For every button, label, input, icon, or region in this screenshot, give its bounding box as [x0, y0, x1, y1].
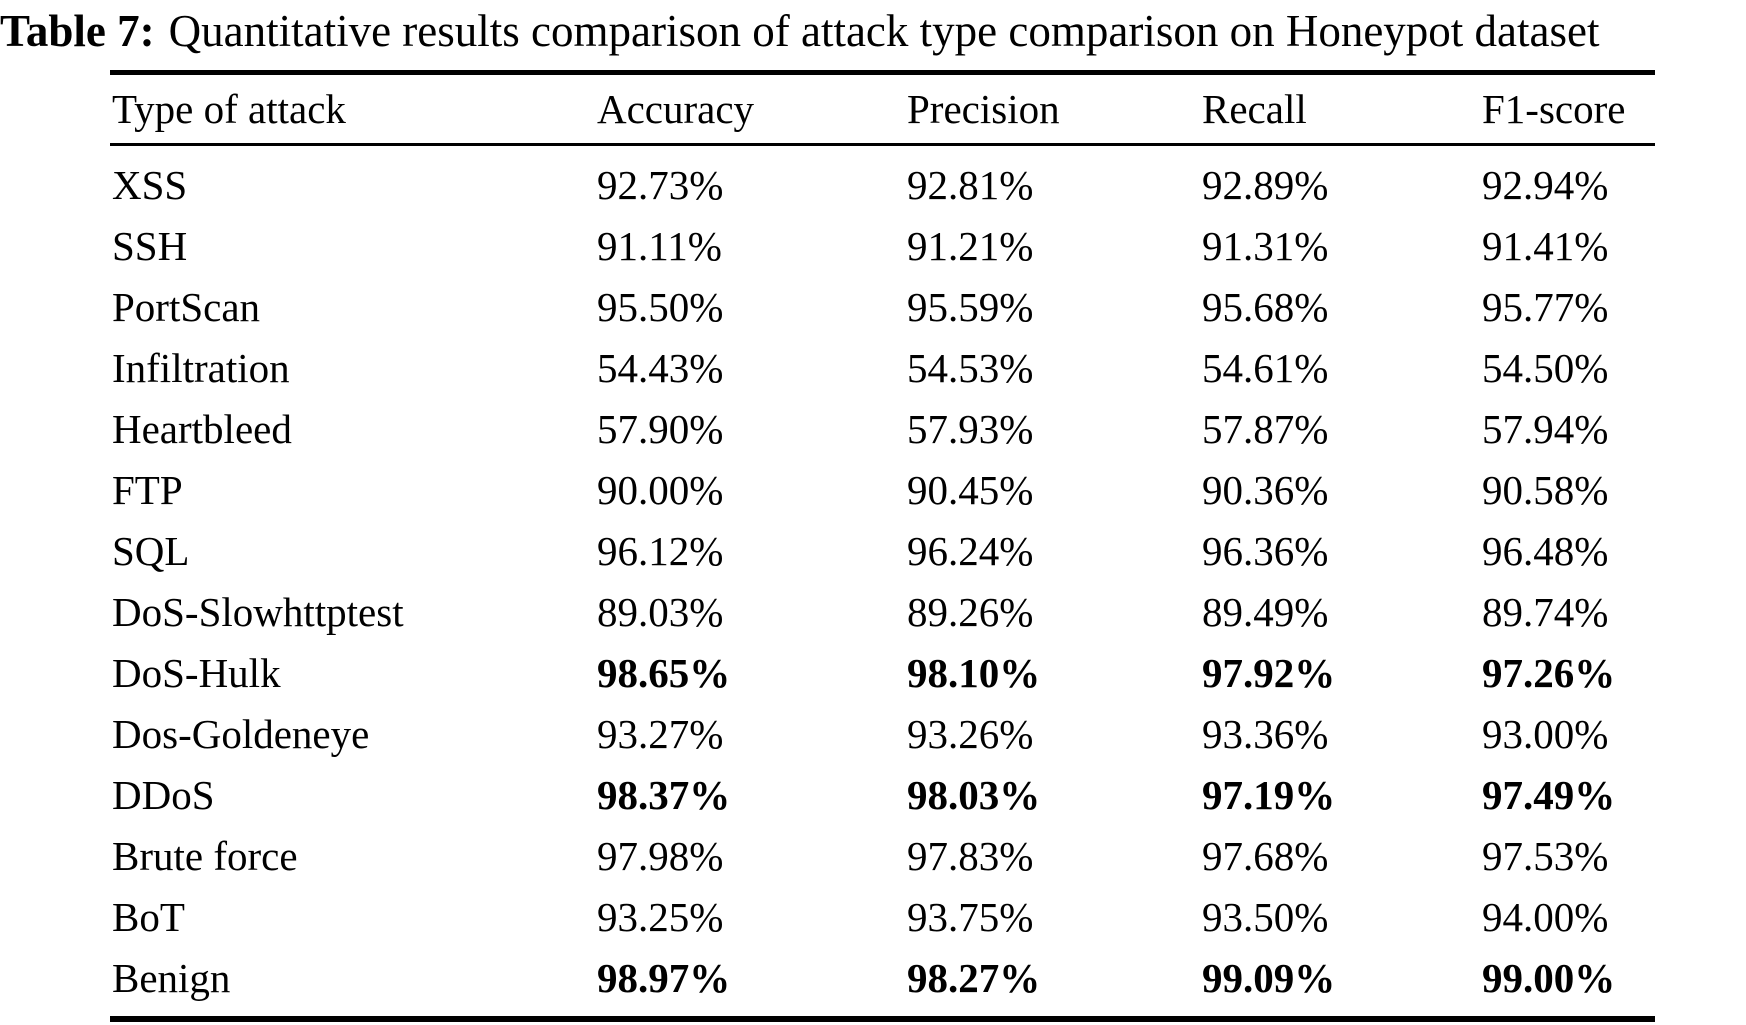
attack-type-cell: DoS-Hulk: [112, 649, 281, 696]
col-header-f1-score: F1-score: [1480, 70, 1655, 146]
metric-value-cell: 57.93%: [907, 405, 1034, 452]
metric-value-cell: 97.83%: [907, 832, 1034, 879]
metric-value-cell: 90.45%: [907, 466, 1034, 513]
metric-value-cell: 54.50%: [1482, 344, 1609, 391]
metric-value-cell: 89.74%: [1482, 588, 1609, 635]
table-row: XSS 92.73% 92.81% 92.89% 92.94%: [110, 145, 1655, 216]
col-header-recall: Recall: [1200, 70, 1480, 146]
metric-value-cell: 98.65%: [597, 649, 731, 696]
attack-type-cell: Heartbleed: [112, 405, 292, 452]
metric-value-cell: 93.36%: [1202, 710, 1329, 757]
table-row: Infiltration 54.43% 54.53% 54.61% 54.50%: [110, 337, 1655, 398]
metric-value-cell: 97.68%: [1202, 832, 1329, 879]
attack-type-cell: FTP: [112, 466, 183, 513]
metric-value-cell: 94.00%: [1482, 893, 1609, 940]
metric-value-cell: 89.26%: [907, 588, 1034, 635]
attack-type-cell: Dos-Goldeneye: [112, 710, 370, 757]
metric-value-cell: 92.89%: [1202, 161, 1329, 208]
metric-value-cell: 96.24%: [907, 527, 1034, 574]
metric-value-cell: 98.10%: [907, 649, 1041, 696]
metric-value-cell: 92.94%: [1482, 161, 1609, 208]
table-row: Heartbleed 57.90% 57.93% 57.87% 57.94%: [110, 398, 1655, 459]
attack-type-cell: SQL: [112, 527, 190, 574]
results-table: Type of attack Accuracy Precision Recall…: [110, 70, 1655, 1022]
attack-type-cell: SSH: [112, 222, 188, 269]
metric-value-cell: 91.21%: [907, 222, 1034, 269]
table-row: Dos-Goldeneye 93.27% 93.26% 93.36% 93.00%: [110, 703, 1655, 764]
metric-value-cell: 96.48%: [1482, 527, 1609, 574]
table-row: BoT 93.25% 93.75% 93.50% 94.00%: [110, 886, 1655, 947]
metric-value-cell: 98.37%: [597, 771, 731, 818]
metric-value-cell: 90.36%: [1202, 466, 1329, 513]
metric-value-cell: 93.50%: [1202, 893, 1329, 940]
metric-value-cell: 99.00%: [1480, 947, 1655, 1022]
metric-value-cell: 57.94%: [1482, 405, 1609, 452]
table-row: DoS-Slowhttptest 89.03% 89.26% 89.49% 89.74%: [110, 581, 1655, 642]
table-row: PortScan 95.50% 95.59% 95.68% 95.77%: [110, 276, 1655, 337]
col-header-accuracy: Accuracy: [595, 70, 905, 146]
metric-value-cell: 95.77%: [1482, 283, 1609, 330]
metric-value-cell: 90.00%: [597, 466, 724, 513]
table-row: SSH 91.11% 91.21% 91.31% 91.41%: [110, 215, 1655, 276]
metric-value-cell: 54.53%: [907, 344, 1034, 391]
metric-value-cell: 97.49%: [1482, 771, 1616, 818]
metric-value-cell: 93.75%: [907, 893, 1034, 940]
metric-value-cell: 93.27%: [597, 710, 724, 757]
table-body: XSS 92.73% 92.81% 92.89% 92.94% SSH 91.11% 91.2…: [110, 145, 1655, 1022]
metric-value-cell: 91.11%: [597, 222, 722, 269]
col-header-type-of-attack: Type of attack: [110, 70, 595, 146]
table-row: DoS-Hulk 98.65% 98.10% 97.92% 97.26%: [110, 642, 1655, 703]
metric-value-cell: 98.97%: [595, 947, 905, 1022]
metric-value-cell: 95.50%: [597, 283, 724, 330]
table-caption-label: Table 7:: [0, 6, 155, 56]
table-row: FTP 90.00% 90.45% 90.36% 90.58%: [110, 459, 1655, 520]
attack-type-cell: Brute force: [112, 832, 298, 879]
attack-type-cell: XSS: [112, 161, 188, 208]
metric-value-cell: 97.98%: [597, 832, 724, 879]
metric-value-cell: 95.68%: [1202, 283, 1329, 330]
metric-value-cell: 89.03%: [597, 588, 724, 635]
metric-value-cell: 92.73%: [597, 161, 724, 208]
metric-value-cell: 98.03%: [907, 771, 1041, 818]
table-caption-text: Quantitative results comparison of attac…: [168, 6, 1600, 56]
metric-value-cell: 97.92%: [1202, 649, 1336, 696]
metric-value-cell: 92.81%: [907, 161, 1034, 208]
metric-value-cell: 57.87%: [1202, 405, 1329, 452]
metric-value-cell: 91.41%: [1482, 222, 1609, 269]
table-caption: Table 7: Quantitative results comparison …: [0, 4, 1746, 58]
metric-value-cell: 98.27%: [905, 947, 1200, 1022]
attack-type-cell: PortScan: [112, 283, 261, 330]
table-row: Benign 98.97% 98.27% 99.09% 99.00%: [110, 947, 1655, 1022]
metric-value-cell: 97.53%: [1482, 832, 1609, 879]
metric-value-cell: 93.25%: [597, 893, 724, 940]
metric-value-cell: 93.26%: [907, 710, 1034, 757]
table-row: Brute force 97.98% 97.83% 97.68% 97.53%: [110, 825, 1655, 886]
metric-value-cell: 95.59%: [907, 283, 1034, 330]
metric-value-cell: 91.31%: [1202, 222, 1329, 269]
metric-value-cell: 96.36%: [1202, 527, 1329, 574]
metric-value-cell: 90.58%: [1482, 466, 1609, 513]
metric-value-cell: 97.26%: [1482, 649, 1616, 696]
metric-value-cell: 99.09%: [1200, 947, 1480, 1022]
attack-type-cell: DoS-Slowhttptest: [112, 588, 404, 635]
attack-type-cell: BoT: [112, 893, 185, 940]
attack-type-cell: DDoS: [112, 771, 215, 818]
metric-value-cell: 89.49%: [1202, 588, 1329, 635]
table-row: DDoS 98.37% 98.03% 97.19% 97.49%: [110, 764, 1655, 825]
metric-value-cell: 54.61%: [1202, 344, 1329, 391]
attack-type-cell: Benign: [110, 947, 595, 1022]
col-header-precision: Precision: [905, 70, 1200, 146]
metric-value-cell: 57.90%: [597, 405, 724, 452]
metric-value-cell: 96.12%: [597, 527, 724, 574]
table-header-row: Type of attack Accuracy Precision Recall…: [110, 70, 1655, 146]
table-row: SQL 96.12% 96.24% 96.36% 96.48%: [110, 520, 1655, 581]
metric-value-cell: 54.43%: [597, 344, 724, 391]
metric-value-cell: 93.00%: [1482, 710, 1609, 757]
metric-value-cell: 97.19%: [1202, 771, 1336, 818]
attack-type-cell: Infiltration: [112, 344, 290, 391]
